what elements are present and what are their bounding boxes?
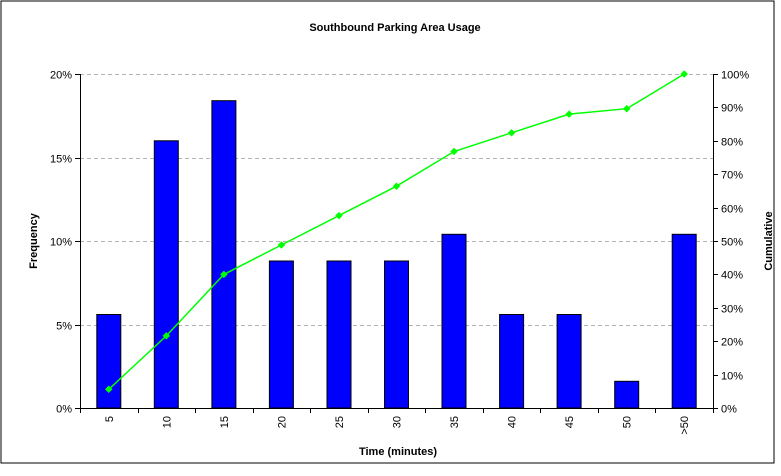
bar (671, 233, 697, 409)
x-tick-label: 50 (622, 416, 634, 428)
cumulative-point (507, 128, 516, 137)
cumulative-point (392, 182, 401, 191)
y2-axis-title: Cumulative (763, 211, 775, 270)
axes (75, 74, 718, 413)
bar (441, 233, 467, 409)
cumulative-point (622, 104, 631, 113)
y2-tick-label: 90% (721, 103, 743, 115)
cumulative-series (104, 70, 689, 394)
y2-tick-label: 60% (721, 204, 743, 216)
cumulative-point (220, 270, 228, 279)
x-tick-label: 25 (334, 416, 346, 428)
y2-tick-label: 70% (721, 170, 743, 182)
x-tick-label: 40 (507, 416, 519, 428)
y2-tick-label: 30% (721, 304, 743, 316)
cumulative-point (565, 110, 573, 118)
bar (96, 314, 122, 409)
x-tick-label: >50 (679, 416, 691, 435)
tick-labels: 0% 5% 10% 15% 20% 0% 10% 20% 30% 40% 50% 60% 70% 80% 9… (50, 70, 749, 435)
x-tick-label: 35 (449, 416, 461, 428)
cumulative-point (277, 241, 286, 249)
x-axis-title: Time (minutes) (359, 446, 437, 458)
y2-tick-label: 100% (721, 70, 749, 82)
x-tick-label: 5 (104, 416, 116, 422)
bar (326, 260, 352, 409)
bar (556, 314, 582, 409)
chart-title: Southbound Parking Area Usage (309, 22, 480, 34)
x-tick-label: 20 (276, 416, 288, 428)
y2-tick-label: 10% (721, 371, 743, 383)
bar (153, 140, 179, 409)
y2-tick-label: 40% (721, 270, 743, 282)
bar (268, 260, 294, 409)
cumulative-point (335, 211, 343, 220)
y-tick-label: 5% (56, 321, 72, 333)
y2-tick-label: 20% (721, 337, 743, 349)
cumulative-point (162, 332, 171, 340)
cumulative-point (450, 147, 458, 156)
bar (384, 260, 409, 409)
y-tick-label: 10% (50, 237, 72, 249)
x-tick-label: 30 (392, 416, 404, 428)
x-tick-label: 45 (564, 416, 576, 428)
y2-tick-label: 80% (721, 137, 743, 149)
cumulative-point (104, 385, 113, 394)
x-tick-label: 10 (161, 416, 173, 428)
y2-tick-label: 50% (721, 237, 743, 249)
x-tick-label: 15 (219, 416, 231, 428)
y-axis-title: Frequency (28, 212, 40, 269)
y-tick-label: 15% (50, 154, 72, 166)
y2-tick-label: 0% (721, 404, 737, 416)
cumulative-point (680, 70, 689, 78)
bar (614, 380, 640, 409)
y-tick-label: 20% (50, 70, 72, 82)
y-tick-label: 0% (56, 404, 72, 416)
bar (499, 314, 525, 409)
bar-series (96, 100, 697, 409)
bar (211, 100, 237, 409)
